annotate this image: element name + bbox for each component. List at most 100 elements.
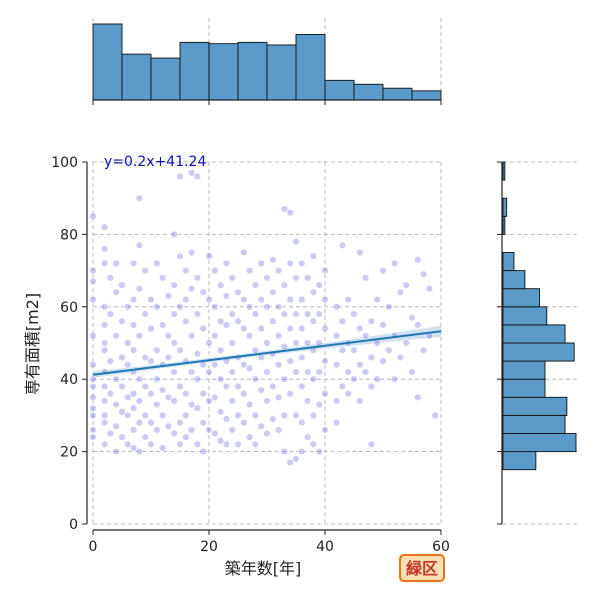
- x-hist-bar: [208, 43, 239, 101]
- y-hist-bar: [502, 270, 526, 290]
- data-point: [303, 310, 312, 318]
- data-point: [251, 310, 260, 318]
- data-point: [129, 404, 138, 412]
- data-point: [414, 393, 422, 401]
- x-hist-bar: [237, 41, 268, 101]
- data-point: [414, 321, 422, 329]
- data-point: [315, 281, 323, 289]
- data-point: [298, 295, 306, 304]
- y-hist-bar: [502, 378, 546, 398]
- data-point: [298, 447, 306, 456]
- data-point: [100, 259, 109, 268]
- data-point: [309, 375, 318, 383]
- data-point: [135, 375, 144, 383]
- data-point: [89, 295, 97, 304]
- data-point: [321, 426, 329, 434]
- data-point: [135, 332, 144, 340]
- data-point: [251, 411, 260, 420]
- data-point: [245, 400, 254, 409]
- data-point: [153, 259, 161, 268]
- data-point: [141, 310, 149, 318]
- data-point: [170, 429, 178, 438]
- y-tick-label: 100: [51, 155, 78, 171]
- data-point: [164, 422, 173, 430]
- data-point: [158, 274, 167, 282]
- data-point: [153, 303, 161, 311]
- data-point: [211, 361, 219, 369]
- data-point: [158, 321, 167, 329]
- data-point: [216, 408, 225, 416]
- data-point: [124, 361, 132, 369]
- scatter-points: [89, 169, 439, 467]
- data-point: [251, 440, 260, 449]
- data-point: [187, 285, 196, 293]
- data-point: [205, 368, 213, 376]
- data-point: [187, 400, 196, 409]
- data-point: [240, 361, 248, 369]
- data-point: [309, 411, 318, 420]
- data-point: [187, 426, 196, 434]
- data-point: [245, 332, 254, 340]
- data-point: [263, 274, 271, 282]
- data-point: [379, 321, 387, 329]
- data-point: [338, 382, 347, 391]
- data-point: [170, 368, 178, 376]
- data-point: [408, 313, 416, 322]
- data-point: [292, 368, 300, 376]
- data-point: [338, 241, 347, 249]
- data-point: [182, 411, 190, 420]
- data-point: [106, 310, 115, 318]
- data-point: [211, 393, 219, 401]
- data-point: [100, 440, 109, 449]
- data-point: [321, 357, 329, 365]
- data-point: [321, 295, 329, 304]
- data-point: [100, 245, 109, 253]
- data-point: [367, 317, 376, 325]
- data-point: [106, 429, 115, 438]
- data-point: [106, 389, 115, 398]
- data-point: [309, 252, 318, 260]
- data-point: [274, 361, 283, 369]
- data-point: [228, 426, 236, 434]
- data-point: [315, 310, 323, 318]
- data-point: [257, 386, 265, 394]
- data-point: [257, 422, 265, 430]
- data-point: [385, 303, 393, 311]
- data-point: [257, 353, 265, 362]
- y-hist-bar: [502, 197, 508, 217]
- data-point: [199, 324, 207, 333]
- data-point: [298, 418, 306, 427]
- data-point: [251, 346, 260, 354]
- data-point: [141, 433, 149, 441]
- data-point: [182, 266, 190, 275]
- data-point: [176, 346, 184, 354]
- data-point: [234, 411, 242, 420]
- data-point: [263, 303, 271, 311]
- data-point: [141, 411, 149, 420]
- data-point: [129, 259, 138, 268]
- data-point: [112, 447, 120, 456]
- data-point: [402, 281, 410, 289]
- data-point: [286, 357, 294, 365]
- data-point: [321, 389, 329, 398]
- data-point: [100, 223, 109, 231]
- data-point: [332, 332, 341, 340]
- data-point: [216, 346, 225, 354]
- x-hist-bar: [266, 44, 297, 101]
- data-point: [216, 281, 225, 289]
- data-point: [100, 418, 109, 427]
- axes: [86, 99, 503, 531]
- data-point: [263, 368, 271, 376]
- data-point: [124, 411, 132, 420]
- data-point: [106, 357, 115, 365]
- x-tick-label: 20: [200, 539, 218, 555]
- data-point: [303, 397, 312, 405]
- regression-line: [92, 330, 442, 376]
- data-point: [286, 295, 294, 304]
- data-point: [373, 375, 381, 383]
- data-point: [390, 259, 399, 268]
- data-point: [135, 241, 144, 249]
- data-point: [298, 353, 306, 362]
- data-point: [199, 389, 207, 398]
